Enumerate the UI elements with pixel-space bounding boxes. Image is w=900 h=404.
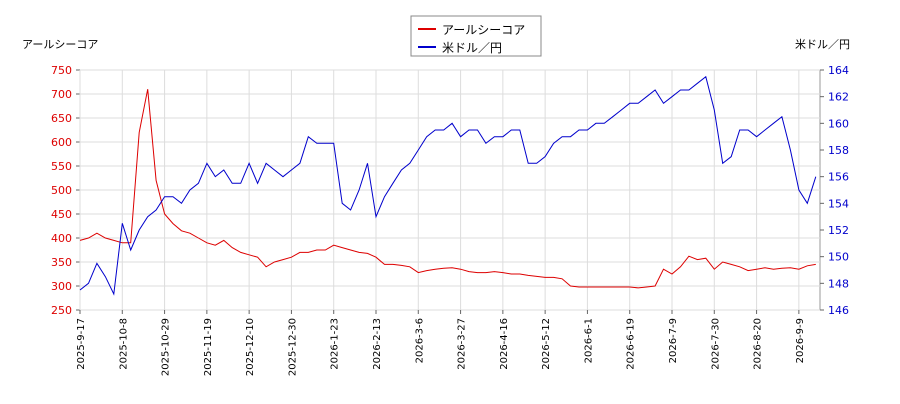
y-axis-title: アールシーコア: [22, 38, 98, 51]
x-tick-label: 2026-4-16: [499, 318, 510, 370]
series-line: [79, 75, 817, 296]
x-tick-label: 2026-8-20: [753, 318, 764, 370]
y-tick-label: 400: [51, 232, 72, 245]
x-tick-label: 2025-10-8: [118, 318, 129, 370]
x-tick-label: 2025-12-10: [245, 318, 256, 376]
x-tick-label: 2026-3-27: [457, 318, 468, 370]
x-tick-label: 2026-6-1: [583, 318, 594, 363]
y-tick-label: 350: [51, 256, 72, 269]
x-tick-label: 2025-10-29: [161, 318, 172, 376]
y2-tick-label: 160: [828, 117, 849, 130]
y-tick-label: 750: [51, 64, 72, 77]
y-tick-label: 450: [51, 208, 72, 221]
y2-tick-label: 158: [828, 144, 849, 157]
x-tick-label: 2026-7-30: [710, 318, 721, 370]
y2-tick-label: 152: [828, 224, 849, 237]
y-tick-label: 550: [51, 160, 72, 173]
x-tick-label: 2026-5-12: [541, 318, 552, 370]
legend-label: アールシーコア: [442, 23, 525, 37]
y2-tick-label: 156: [828, 171, 849, 184]
legend: [410, 15, 542, 57]
legend-label: 米ドル／円: [442, 41, 502, 55]
x-tick-label: 2026-7-9: [668, 318, 679, 363]
y2-tick-label: 150: [828, 251, 849, 264]
x-tick-label: 2025-12-30: [287, 318, 298, 376]
x-tick-label: 2026-2-13: [372, 318, 383, 370]
x-tick-label: 2026-9-9: [795, 318, 806, 363]
x-tick-label: 2026-3-6: [414, 318, 425, 363]
y2-tick-label: 154: [828, 197, 849, 210]
x-tick-label: 2026-1-23: [330, 318, 341, 370]
y-tick-label: 650: [51, 112, 72, 125]
y2-tick-label: 146: [828, 304, 849, 317]
y-tick-label: 600: [51, 136, 72, 149]
y2-tick-label: 164: [828, 64, 849, 77]
y-tick-label: 300: [51, 280, 72, 293]
y-tick-label: 250: [51, 304, 72, 317]
x-tick-label: 2026-6-19: [626, 318, 637, 370]
y-tick-label: 700: [51, 88, 72, 101]
x-tick-label: 2025-9-17: [76, 318, 87, 370]
series-line: [79, 89, 816, 289]
y2-tick-label: 148: [828, 277, 849, 290]
x-tick-label: 2025-11-19: [203, 318, 214, 376]
y2-axis-title: 米ドル／円: [795, 38, 850, 51]
y2-tick-label: 162: [828, 91, 849, 104]
y-tick-label: 500: [51, 184, 72, 197]
